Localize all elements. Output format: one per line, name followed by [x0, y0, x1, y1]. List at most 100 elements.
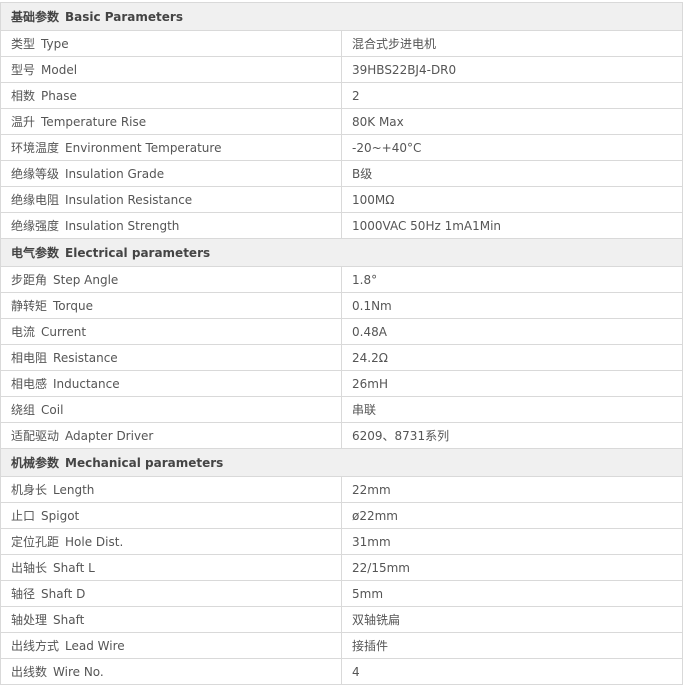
- section-title-zh: 电气参数: [11, 246, 60, 260]
- param-label-en: Insulation Strength: [65, 219, 180, 233]
- param-label: 绝缘强度 Insulation Strength: [0, 212, 342, 239]
- param-label-en: Current: [41, 325, 87, 339]
- param-label: 机身长 Length: [0, 476, 342, 503]
- table-row: 绝缘等级 Insulation Grade B级: [0, 160, 683, 187]
- param-label-en: Hole Dist.: [65, 535, 124, 549]
- param-label: 适配驱动 Adapter Driver: [0, 422, 342, 449]
- section-title-zh: 基础参数: [11, 10, 60, 24]
- param-label-zh: 止口: [11, 509, 36, 523]
- param-value: 22/15mm: [341, 554, 683, 581]
- param-value: 4: [341, 658, 683, 685]
- param-label-en: Adapter Driver: [65, 429, 154, 443]
- param-value: 80K Max: [341, 108, 683, 135]
- param-label-en: Shaft D: [41, 587, 86, 601]
- table-row: 温升 Temperature Rise 80K Max: [0, 108, 683, 135]
- param-label-zh: 轴处理: [11, 613, 48, 627]
- param-label-en: Resistance: [53, 351, 118, 365]
- param-label-en: Insulation Grade: [65, 167, 165, 181]
- table-row: 相数 Phase 2: [0, 82, 683, 109]
- param-label-zh: 静转矩: [11, 299, 48, 313]
- param-label-en: Model: [41, 63, 78, 77]
- param-label-en: Wire No.: [53, 665, 104, 679]
- table-row: 类型 Type 混合式步进电机: [0, 30, 683, 57]
- param-label-zh: 出线方式: [11, 639, 60, 653]
- param-label: 环境温度 Environment Temperature: [0, 134, 342, 161]
- param-label: 出轴长 Shaft L: [0, 554, 342, 581]
- param-label: 止口 Spigot: [0, 502, 342, 529]
- param-label-zh: 步距角: [11, 273, 48, 287]
- param-value: 混合式步进电机: [341, 30, 683, 57]
- table-row: 出线方式 Lead Wire 接插件: [0, 632, 683, 659]
- param-label-zh: 绝缘等级: [11, 167, 60, 181]
- table-row: 轴径 Shaft D 5mm: [0, 580, 683, 607]
- table-row: 轴处理 Shaft 双轴铣扁: [0, 606, 683, 633]
- table-row: 止口 Spigot ø22mm: [0, 502, 683, 529]
- table-row: 绝缘强度 Insulation Strength 1000VAC 50Hz 1mA1…: [0, 212, 683, 239]
- param-value: 26mH: [341, 370, 683, 397]
- section-title: 电气参数 Electrical parameters: [0, 238, 683, 267]
- param-value: 接插件: [341, 632, 683, 659]
- table-row: 出轴长 Shaft L 22/15mm: [0, 554, 683, 581]
- param-label: 轴径 Shaft D: [0, 580, 342, 607]
- param-label-zh: 绕组: [11, 403, 36, 417]
- param-value: 串联: [341, 396, 683, 423]
- param-label-zh: 定位孔距: [11, 535, 60, 549]
- param-label-en: Environment Temperature: [65, 141, 222, 155]
- param-label: 型号 Model: [0, 56, 342, 83]
- param-label: 相电阻 Resistance: [0, 344, 342, 371]
- param-label-zh: 出线数: [11, 665, 48, 679]
- param-label: 步距角 Step Angle: [0, 266, 342, 293]
- param-label-en: Spigot: [41, 509, 80, 523]
- section-title: 机械参数 Mechanical parameters: [0, 448, 683, 477]
- section-header: 基础参数 Basic Parameters: [0, 2, 683, 31]
- param-label-zh: 类型: [11, 37, 36, 51]
- section-title: 基础参数 Basic Parameters: [0, 2, 683, 31]
- param-label-zh: 轴径: [11, 587, 36, 601]
- param-label-zh: 绝缘强度: [11, 219, 60, 233]
- section-header: 机械参数 Mechanical parameters: [0, 448, 683, 477]
- param-label-en: Type: [41, 37, 69, 51]
- param-label: 相电感 Inductance: [0, 370, 342, 397]
- table-row: 出线数 Wire No. 4: [0, 658, 683, 685]
- param-label-en: Inductance: [53, 377, 120, 391]
- param-label-zh: 机身长: [11, 483, 48, 497]
- table-row: 静转矩 Torque 0.1Nm: [0, 292, 683, 319]
- param-value: 5mm: [341, 580, 683, 607]
- param-value: 2: [341, 82, 683, 109]
- param-value: 24.2Ω: [341, 344, 683, 371]
- param-value: 31mm: [341, 528, 683, 555]
- param-value: ø22mm: [341, 502, 683, 529]
- section-title-en: Electrical parameters: [65, 246, 211, 260]
- param-label: 静转矩 Torque: [0, 292, 342, 319]
- param-label: 类型 Type: [0, 30, 342, 57]
- param-value: 双轴铣扁: [341, 606, 683, 633]
- table-row: 步距角 Step Angle 1.8°: [0, 266, 683, 293]
- param-label: 定位孔距 Hole Dist.: [0, 528, 342, 555]
- section-title-en: Basic Parameters: [65, 10, 183, 24]
- param-label-zh: 温升: [11, 115, 36, 129]
- param-label-en: Shaft L: [53, 561, 95, 575]
- param-label: 温升 Temperature Rise: [0, 108, 342, 135]
- param-label: 绕组 Coil: [0, 396, 342, 423]
- param-value: 22mm: [341, 476, 683, 503]
- param-label-zh: 相数: [11, 89, 36, 103]
- param-label: 相数 Phase: [0, 82, 342, 109]
- table-row: 电流 Current 0.48A: [0, 318, 683, 345]
- param-label-en: Step Angle: [53, 273, 119, 287]
- param-label-zh: 适配驱动: [11, 429, 60, 443]
- param-value: 100MΩ: [341, 186, 683, 213]
- param-label-en: Shaft: [53, 613, 85, 627]
- param-label: 轴处理 Shaft: [0, 606, 342, 633]
- table-row: 机身长 Length 22mm: [0, 476, 683, 503]
- param-label-en: Torque: [53, 299, 93, 313]
- table-row: 绝缘电阻 Insulation Resistance 100MΩ: [0, 186, 683, 213]
- param-value: -20~+40°C: [341, 134, 683, 161]
- param-label-zh: 相电阻: [11, 351, 48, 365]
- param-value: 6209、8731系列: [341, 422, 683, 449]
- param-label-zh: 环境温度: [11, 141, 60, 155]
- section-title-zh: 机械参数: [11, 456, 60, 470]
- param-label-en: Lead Wire: [65, 639, 125, 653]
- table-row: 相电感 Inductance 26mH: [0, 370, 683, 397]
- param-label-zh: 电流: [11, 325, 36, 339]
- param-label-en: Coil: [41, 403, 64, 417]
